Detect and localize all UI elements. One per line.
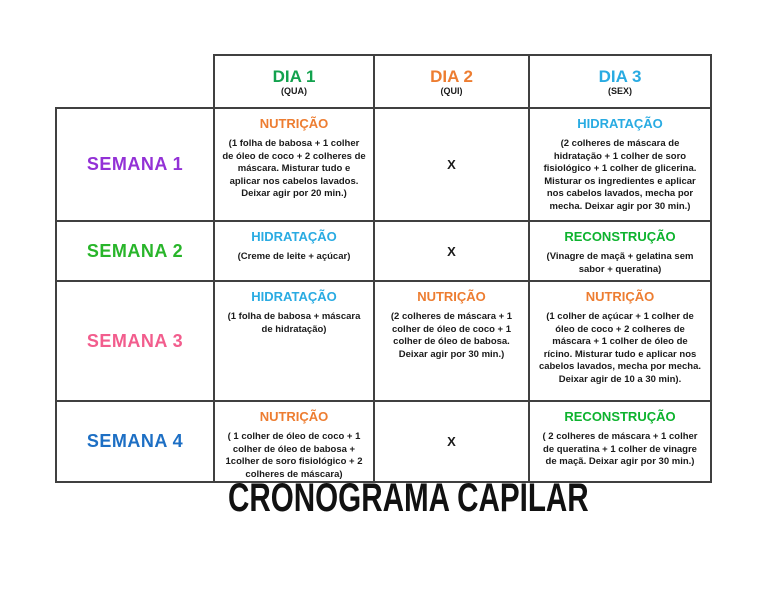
treatment-desc: (Vinagre de maçã + gelatina sem sabor + … — [546, 251, 694, 275]
treatment-desc: (Creme de leite + açúcar) — [237, 251, 351, 262]
treatment-title: HIDRATAÇÃO — [251, 289, 337, 304]
page-title: CRONOGRAMA CAPILAR — [228, 476, 589, 520]
week4-label-cell: SEMANA 4 — [55, 399, 215, 484]
table-cell: NUTRIÇÃO ( 1 colher de óleo de coco + 1 … — [213, 399, 375, 484]
table-row-week2: SEMANA 2 HIDRATAÇÃO (Creme de leite + aç… — [55, 220, 712, 282]
corner-empty-cell — [56, 55, 214, 108]
day2-weekday: (QUI) — [440, 85, 463, 96]
header-row: DIA 1 (QUA) DIA 2 (QUI) DIA 3 (SEX) — [56, 54, 712, 109]
day1-weekday: (QUA) — [281, 85, 307, 96]
day3-label: DIA 3 — [598, 66, 642, 86]
week-label: SEMANA 2 — [86, 240, 184, 261]
week-label: SEMANA 3 — [86, 330, 184, 351]
table-cell-skipped: X — [373, 220, 530, 282]
x-marker: X — [447, 434, 456, 450]
column-header-day1: DIA 1 (QUA) — [213, 54, 375, 109]
table-row-week3: SEMANA 3 HIDRATAÇÃO (1 folha de babosa +… — [55, 280, 712, 402]
table-cell: RECONSTRUÇÃO ( 2 colheres de máscara + 1… — [528, 399, 712, 484]
day3-weekday: (SEX) — [607, 85, 632, 96]
week1-label-cell: SEMANA 1 — [55, 107, 215, 222]
column-header-day3: DIA 3 (SEX) — [528, 54, 712, 109]
table-cell: HIDRATAÇÃO (1 folha de babosa + máscara … — [213, 280, 375, 402]
treatment-desc: ( 1 colher de óleo de coco + 1 colher de… — [225, 431, 363, 480]
hair-schedule-table: DIA 1 (QUA) DIA 2 (QUI) DIA 3 (SEX) SEMA… — [55, 54, 712, 484]
treatment-desc: ( 2 colheres de máscara + 1 colher de qu… — [542, 431, 698, 468]
x-marker: X — [447, 157, 456, 172]
week2-label-cell: SEMANA 2 — [55, 220, 215, 282]
table-cell: NUTRIÇÃO (1 folha de babosa + 1 colher d… — [213, 107, 375, 222]
week-label: SEMANA 1 — [86, 154, 184, 174]
treatment-title: RECONSTRUÇÃO — [564, 409, 676, 424]
week-label: SEMANA 4 — [86, 431, 184, 452]
table-cell: HIDRATAÇÃO (2 colheres de máscara de hid… — [528, 107, 712, 222]
week3-label-cell: SEMANA 3 — [55, 280, 215, 402]
treatment-desc: (1 folha de babosa + máscara de hidrataç… — [227, 311, 361, 335]
table-row-week4: SEMANA 4 NUTRIÇÃO ( 1 colher de óleo de … — [55, 399, 712, 484]
table-cell: NUTRIÇÃO (2 colheres de máscara + 1 colh… — [373, 280, 530, 402]
treatment-desc: (2 colheres de máscara de hidratação + 1… — [543, 138, 697, 212]
treatment-desc: (1 colher de açúcar + 1 colher de óleo d… — [538, 311, 702, 385]
treatment-title: NUTRIÇÃO — [259, 409, 329, 424]
day2-label: DIA 2 — [430, 66, 473, 86]
treatment-title: NUTRIÇÃO — [259, 116, 329, 131]
table-cell: NUTRIÇÃO (1 colher de açúcar + 1 colher … — [528, 280, 712, 402]
treatment-title: HIDRATAÇÃO — [577, 116, 663, 131]
treatment-desc: (1 folha de babosa + 1 colher de óleo de… — [222, 138, 366, 200]
day1-label: DIA 1 — [272, 66, 316, 86]
table-row-week1: SEMANA 1 NUTRIÇÃO (1 folha de babosa + 1… — [55, 107, 712, 222]
table-cell: HIDRATAÇÃO (Creme de leite + açúcar) — [213, 220, 375, 282]
table-cell: RECONSTRUÇÃO (Vinagre de maçã + gelatina… — [528, 220, 712, 282]
treatment-title: NUTRIÇÃO — [585, 289, 655, 304]
treatment-title: HIDRATAÇÃO — [251, 229, 337, 244]
treatment-desc: (2 colheres de máscara + 1 colher de óle… — [390, 311, 513, 360]
column-header-day2: DIA 2 (QUI) — [373, 54, 530, 109]
x-marker: X — [447, 243, 456, 259]
table-cell-skipped: X — [373, 399, 530, 484]
table-cell-skipped: X — [373, 107, 530, 222]
treatment-title: RECONSTRUÇÃO — [564, 229, 676, 244]
treatment-title: NUTRIÇÃO — [417, 289, 486, 304]
